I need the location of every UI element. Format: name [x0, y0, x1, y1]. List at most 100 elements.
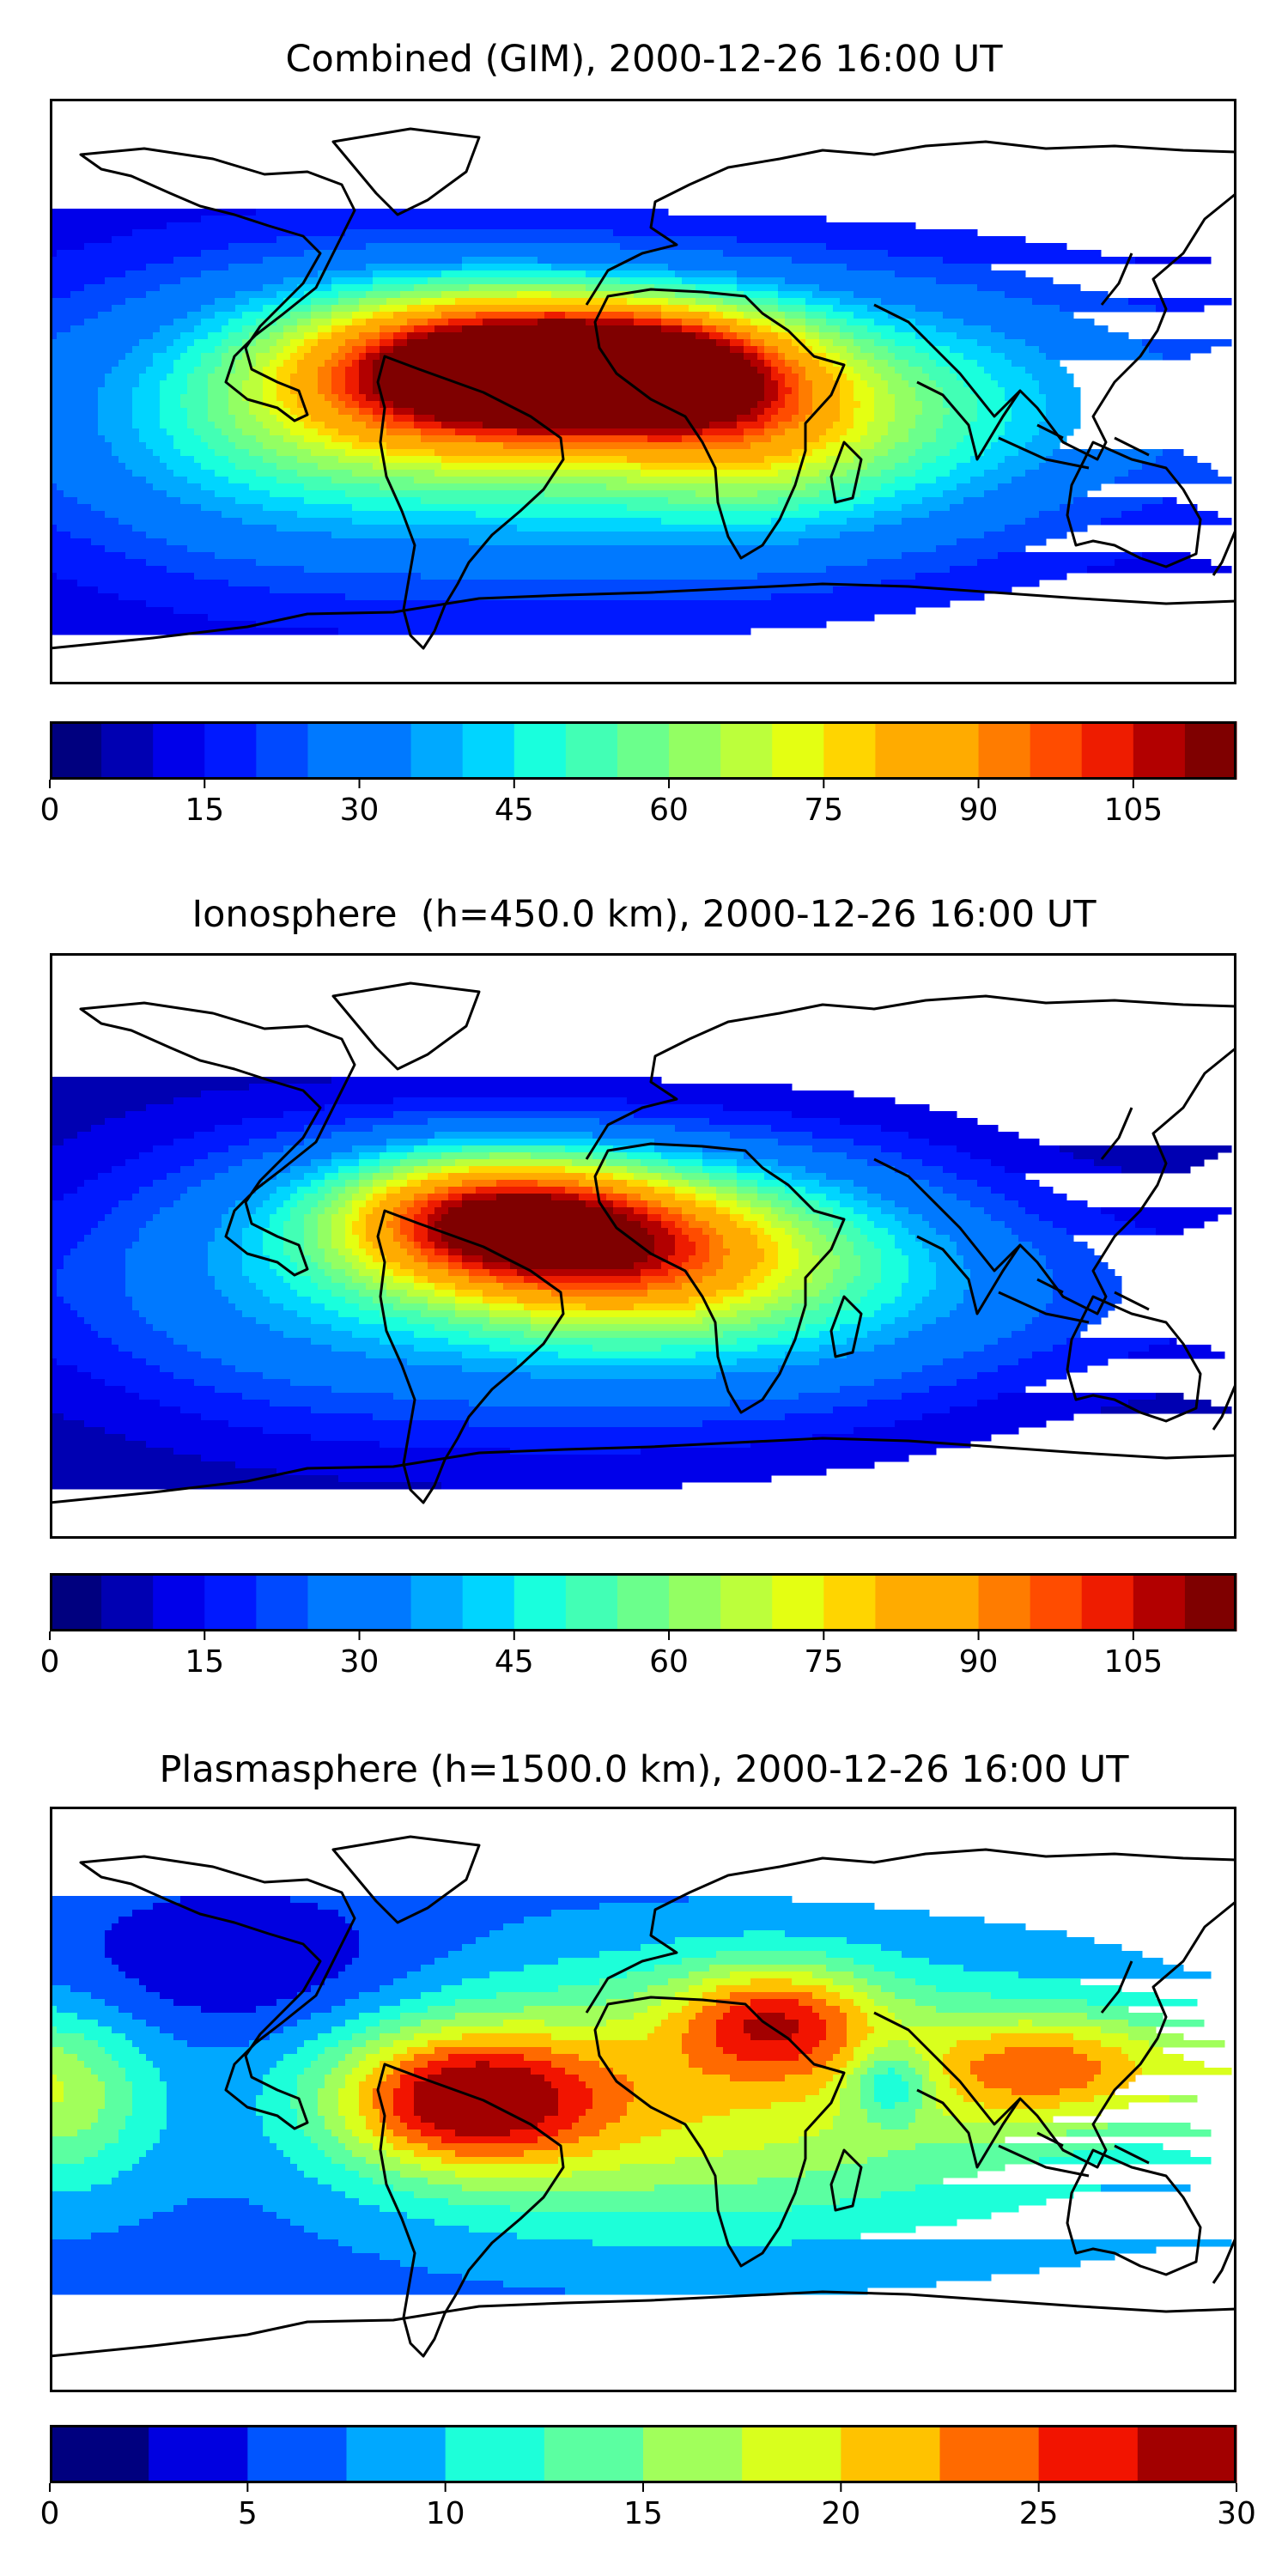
coast-new-zealand: [1212, 1382, 1236, 1431]
contour-cell: [812, 408, 841, 416]
contour-cell: [757, 1221, 772, 1229]
contour-cell: [805, 339, 820, 347]
contour-cell: [173, 470, 216, 477]
contour-cell: [50, 497, 78, 505]
contour-cell: [586, 1173, 614, 1181]
contour-cell: [730, 1249, 765, 1256]
contour-cell: [908, 2040, 957, 2048]
contour-cell: [98, 408, 133, 416]
contour-cell: [702, 1978, 751, 1986]
contour-cell: [991, 1187, 1054, 1194]
contour-cell: [201, 305, 236, 313]
contour-cell: [407, 1235, 415, 1242]
contour-cell: [50, 2095, 64, 2103]
contour-cell: [325, 394, 339, 402]
contour-cell: [393, 2102, 415, 2110]
contour-cell: [524, 2054, 580, 2062]
contour-cell: [318, 1221, 332, 1229]
contour-cell: [812, 394, 841, 402]
contour-cell: [867, 2054, 923, 2062]
contour-cell: [929, 1221, 1005, 1229]
contour-cell: [833, 305, 868, 313]
contour-cell: [290, 1379, 875, 1387]
colorbar-swatch: [1081, 721, 1134, 780]
contour-cell: [860, 449, 889, 457]
contour-cell: [98, 422, 133, 429]
contour-cell: [112, 1207, 161, 1215]
contour-cell: [201, 463, 236, 471]
contour-cell: [50, 2136, 119, 2144]
contour-cell: [50, 614, 209, 622]
contour-cell: [689, 1297, 724, 1304]
contour-cell: [757, 401, 772, 409]
contour-cell: [283, 1242, 305, 1249]
contour-cell: [50, 2205, 174, 2213]
contour-cell: [860, 2081, 875, 2089]
contour-cell: [311, 1985, 380, 1993]
contour-cell: [1046, 456, 1157, 464]
contour-cell: [881, 1262, 909, 1270]
contour-cell: [325, 2081, 346, 2089]
contour-cell: [737, 1180, 758, 1188]
contour-cell: [448, 2054, 525, 2062]
contour-cell: [242, 1255, 270, 1263]
contour-cell: [1066, 1338, 1170, 1346]
contour-cell: [785, 1317, 827, 1325]
contour-cell: [77, 497, 181, 505]
contour-cell: [414, 477, 628, 484]
contour-cell: [414, 2191, 882, 2199]
contour-cell: [895, 2013, 1088, 2020]
colorbar-swatch: [841, 2425, 940, 2483]
contour-cell: [881, 1985, 937, 1993]
contour-cell: [270, 2068, 305, 2075]
contour-cell: [599, 1951, 717, 1959]
contour-cell: [139, 428, 167, 436]
contour-cell: [840, 2047, 854, 2055]
contour-cell: [146, 1985, 312, 1993]
contour-cell: [840, 1386, 930, 1394]
contour-cell: [118, 2006, 202, 2014]
contour-cell: [366, 2116, 380, 2123]
contour-cell: [1018, 1200, 1088, 1208]
contour-cell: [235, 442, 264, 450]
contour-cell: [799, 1999, 827, 2007]
contour-cell: [373, 1413, 786, 1421]
contour-cell: [215, 470, 257, 477]
contour-cell: [812, 2047, 841, 2055]
contour-cell: [970, 1269, 1054, 1277]
contour-cell: [194, 1132, 277, 1139]
contour-cell: [50, 586, 99, 594]
contour-cell: [723, 1255, 765, 1263]
contour-cell: [50, 1937, 106, 1945]
contour-cell: [826, 1985, 854, 1993]
contour-cell: [366, 291, 401, 299]
contour-cell: [599, 1978, 669, 1986]
contour-cell: [50, 325, 71, 333]
contour-cell: [702, 1166, 738, 1174]
contour-cell: [778, 353, 786, 361]
contour-cell: [318, 1187, 332, 1194]
contour-cell: [1032, 435, 1067, 443]
contour-cell: [318, 380, 332, 388]
contour-cell: [112, 236, 277, 244]
contour-cell: [331, 2006, 380, 2014]
contour-cell: [881, 1207, 909, 1215]
contour-cell: [235, 1303, 284, 1311]
contour-cell: [874, 1310, 909, 1318]
contour-cell: [434, 325, 463, 333]
contour-cell: [805, 2171, 978, 2178]
contour-cell: [1101, 2068, 1143, 2075]
contour-cell: [799, 380, 813, 388]
contour-cell: [517, 2233, 861, 2240]
contour-cell: [373, 284, 415, 292]
contour-cell: [50, 1461, 236, 1469]
contour-cell: [112, 449, 154, 457]
contour-cell: [922, 442, 957, 450]
colorbar-tick-label: 10: [425, 2496, 465, 2531]
contour-cell: [915, 470, 951, 477]
contour-cell: [709, 1180, 738, 1188]
contour-cell: [201, 504, 264, 512]
contour-cell: [785, 277, 937, 285]
contour-cell: [771, 319, 786, 326]
contour-cell: [50, 1097, 174, 1105]
